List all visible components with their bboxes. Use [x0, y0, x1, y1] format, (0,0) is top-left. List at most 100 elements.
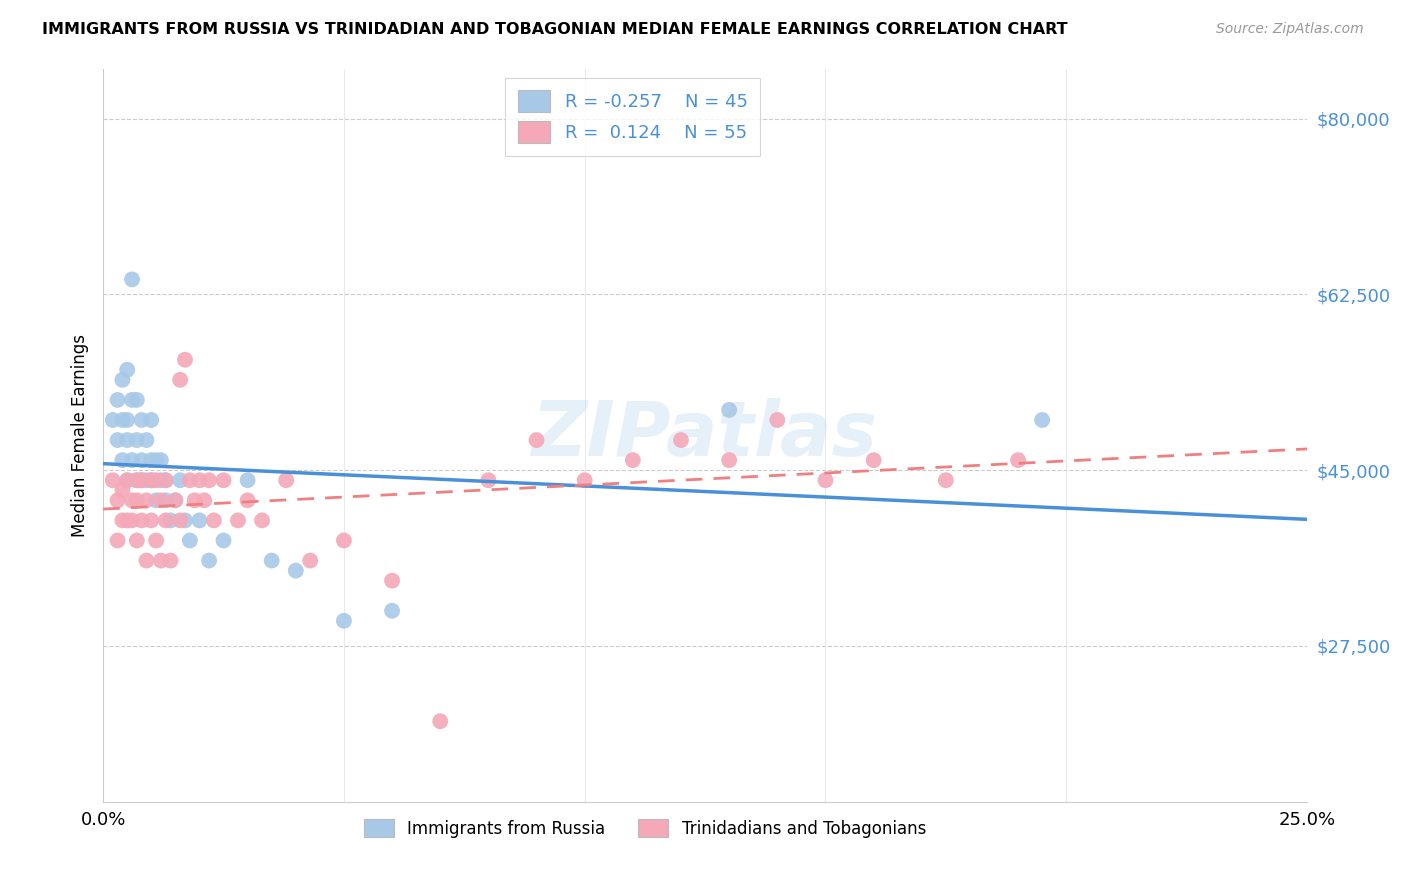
Point: [141, 453, 163, 467]
Point: [115, 433, 138, 447]
Point: [174, 513, 197, 527]
Point: [135, 473, 157, 487]
Point: [212, 473, 235, 487]
Point: [155, 513, 177, 527]
Text: IMMIGRANTS FROM RUSSIA VS TRINIDADIAN AND TOBAGONIAN MEDIAN FEMALE EARNINGS CORR: IMMIGRANTS FROM RUSSIA VS TRINIDADIAN AN…: [42, 22, 1067, 37]
Point: [179, 533, 201, 548]
Point: [107, 533, 129, 548]
Point: [155, 473, 177, 487]
Point: [276, 473, 298, 487]
Point: [141, 413, 163, 427]
Point: [155, 493, 177, 508]
Point: [125, 533, 148, 548]
Point: [121, 513, 143, 527]
Point: [145, 533, 167, 548]
Point: [165, 493, 187, 508]
Point: [198, 473, 221, 487]
Point: [183, 493, 205, 508]
Point: [121, 493, 143, 508]
Point: [333, 614, 356, 628]
Point: [115, 473, 138, 487]
Point: [101, 473, 124, 487]
Point: [169, 473, 191, 487]
Point: [141, 473, 163, 487]
Point: [125, 473, 148, 487]
Point: [145, 493, 167, 508]
Point: [381, 604, 404, 618]
Point: [299, 553, 322, 567]
Point: [477, 473, 499, 487]
Point: [284, 564, 307, 578]
Point: [669, 433, 692, 447]
Point: [574, 473, 596, 487]
Point: [121, 272, 143, 286]
Text: ZIPatlas: ZIPatlas: [531, 398, 879, 472]
Point: [260, 553, 283, 567]
Point: [149, 493, 172, 508]
Point: [179, 473, 201, 487]
Point: [188, 513, 211, 527]
Point: [935, 473, 957, 487]
Point: [101, 413, 124, 427]
Point: [526, 433, 548, 447]
Point: [115, 363, 138, 377]
Point: [159, 513, 181, 527]
Point: [429, 714, 451, 729]
Point: [250, 513, 273, 527]
Point: [149, 553, 172, 567]
Point: [1007, 453, 1029, 467]
Point: [145, 473, 167, 487]
Point: [111, 373, 134, 387]
Point: [236, 473, 259, 487]
Point: [131, 413, 153, 427]
Point: [766, 413, 789, 427]
Point: [111, 483, 134, 498]
Point: [169, 373, 191, 387]
Point: [131, 453, 153, 467]
Point: [333, 533, 356, 548]
Point: [131, 473, 153, 487]
Point: [226, 513, 249, 527]
Point: [149, 453, 172, 467]
Point: [131, 473, 153, 487]
Point: [107, 392, 129, 407]
Point: [125, 493, 148, 508]
Point: [159, 553, 181, 567]
Point: [198, 553, 221, 567]
Point: [1031, 413, 1053, 427]
Point: [718, 453, 741, 467]
Point: [202, 513, 225, 527]
Point: [862, 453, 884, 467]
Point: [115, 413, 138, 427]
Point: [145, 453, 167, 467]
Point: [155, 473, 177, 487]
Point: [115, 513, 138, 527]
Point: [188, 473, 211, 487]
Point: [621, 453, 644, 467]
Point: [135, 553, 157, 567]
Point: [381, 574, 404, 588]
Point: [149, 473, 172, 487]
Point: [111, 453, 134, 467]
Point: [212, 533, 235, 548]
Point: [121, 392, 143, 407]
Point: [121, 453, 143, 467]
Point: [135, 433, 157, 447]
Point: [111, 513, 134, 527]
Point: [107, 493, 129, 508]
Point: [193, 493, 215, 508]
Text: Source: ZipAtlas.com: Source: ZipAtlas.com: [1216, 22, 1364, 37]
Point: [115, 473, 138, 487]
Point: [125, 433, 148, 447]
Point: [125, 392, 148, 407]
Point: [125, 473, 148, 487]
Point: [236, 493, 259, 508]
Point: [141, 513, 163, 527]
Point: [169, 513, 191, 527]
Point: [111, 413, 134, 427]
Legend: Immigrants from Russia, Trinidadians and Tobagonians: Immigrants from Russia, Trinidadians and…: [357, 813, 932, 845]
Point: [174, 352, 197, 367]
Point: [141, 473, 163, 487]
Point: [814, 473, 837, 487]
Point: [131, 513, 153, 527]
